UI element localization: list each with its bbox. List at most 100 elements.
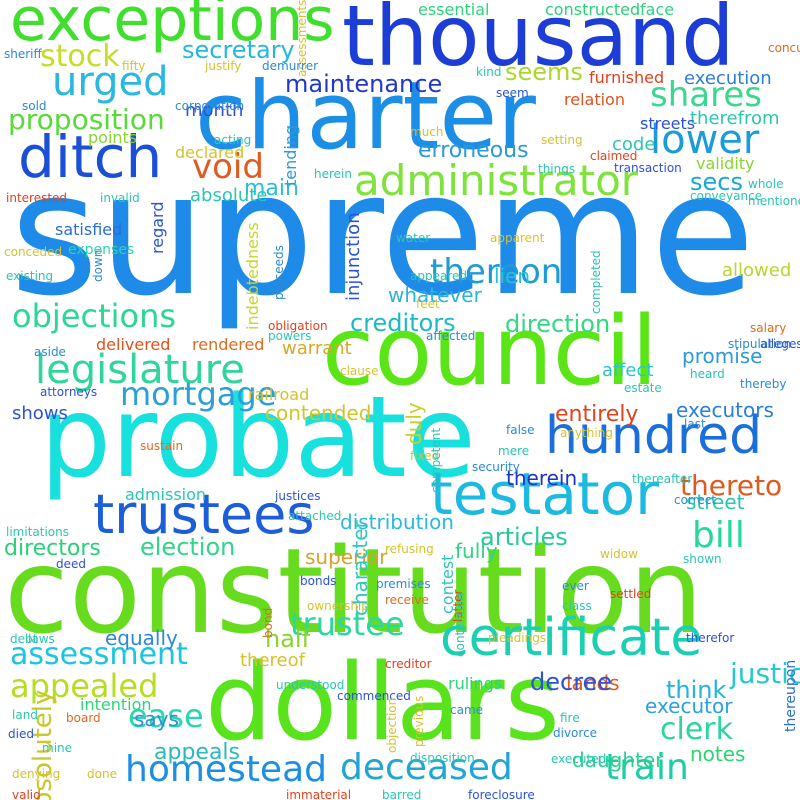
cloud-word: assessment (10, 637, 188, 672)
cloud-word: executors (676, 398, 774, 422)
cloud-word: seem (496, 86, 529, 100)
cloud-word: directors (4, 536, 101, 561)
cloud-word: alleges (760, 337, 800, 351)
cloud-word: election (140, 533, 236, 561)
cloud-word: promise (682, 344, 763, 368)
cloud-word: justice (730, 657, 800, 690)
cloud-word: died (8, 727, 34, 741)
cloud-word: points (88, 128, 138, 147)
cloud-word: anything (560, 426, 613, 440)
cloud-word: apparent (490, 231, 545, 245)
cloud-word: thereby (740, 377, 787, 391)
cloud-word: land (12, 708, 38, 722)
cloud-word: trustee (290, 605, 405, 643)
cloud-word: attached (288, 509, 342, 523)
cloud-word: mentioned (748, 194, 800, 208)
cloud-word: certificate (440, 608, 703, 668)
cloud-word: refusing (385, 542, 434, 556)
cloud-word: administrator (354, 156, 639, 205)
cloud-word: equally (105, 626, 178, 650)
cloud-word: allowed (722, 260, 792, 281)
cloud-word: obligation (268, 319, 328, 333)
cloud-word: mine (42, 741, 73, 755)
cloud-word: thereto (680, 469, 783, 502)
cloud-word: feet (416, 297, 440, 311)
cloud-word: mortgage (120, 375, 277, 413)
cloud-word: declared (175, 143, 245, 162)
cloud-word: limitations (6, 525, 69, 539)
cloud-word: setting (541, 133, 583, 147)
cloud-word: attorneys (40, 385, 98, 399)
cloud-word: injunction (343, 212, 364, 301)
cloud-word: deceased (340, 747, 513, 788)
cloud-word: thereof (240, 650, 305, 671)
cloud-word: bond (261, 608, 275, 639)
cloud-word: lower (650, 117, 760, 163)
cloud-word: false (506, 423, 535, 437)
cloud-word: lands (566, 671, 620, 695)
cloud-word: maintenance (285, 70, 443, 98)
cloud-word: sheriff (4, 47, 42, 61)
cloud-word: whatever (388, 283, 482, 307)
cloud-word: entirely (555, 402, 639, 427)
cloud-word: correct (674, 493, 717, 507)
cloud-word: seems (505, 58, 583, 86)
cloud-word: understood (276, 678, 345, 692)
cloud-word: proposition (8, 103, 165, 136)
cloud-word: charter (195, 62, 536, 171)
cloud-word: proceeds (272, 245, 286, 300)
cloud-word: clause (340, 364, 379, 378)
cloud-word: whole (748, 177, 784, 191)
cloud-word: constitution (4, 522, 704, 660)
cloud-word: absolute (190, 185, 268, 206)
cloud-word: premises (376, 577, 431, 591)
cloud-word: admission (125, 485, 207, 504)
cloud-word: concurred (768, 41, 800, 55)
cloud-word: fixed (410, 449, 440, 463)
cloud-word: urged (52, 59, 169, 105)
cloud-word: furnished (589, 68, 665, 87)
cloud-word: previous (412, 696, 426, 748)
cloud-word: foreclosure (468, 788, 535, 800)
cloud-word: code (612, 134, 656, 155)
cloud-word: ownership (307, 599, 369, 613)
cloud-word: objections (12, 297, 177, 335)
cloud-word: half (265, 625, 311, 653)
cloud-word: train (605, 747, 689, 788)
cloud-word: last (684, 417, 706, 431)
cloud-word: warrant (282, 338, 352, 359)
cloud-word: settled (610, 587, 652, 601)
cloud-word: homestead (125, 749, 327, 790)
cloud-word: contended (265, 401, 372, 425)
cloud-word: dollars (205, 641, 560, 764)
cloud-word: erroneous (418, 138, 529, 163)
cloud-word: thereafter (632, 472, 693, 486)
cloud-word: much (410, 125, 444, 139)
cloud-word: receive (385, 593, 429, 607)
cloud-word: sustain (140, 439, 184, 453)
cloud-word: supreme (10, 136, 756, 334)
cloud-word: delivered (96, 335, 171, 354)
cloud-word: street (686, 490, 745, 514)
cloud-word: duly (402, 402, 426, 445)
cloud-word: pleadings (488, 631, 547, 645)
cloud-word: class (562, 599, 592, 613)
cloud-word: indebtedness (243, 222, 262, 330)
cloud-word: thousand (342, 0, 735, 85)
cloud-word: streets (640, 114, 696, 133)
cloud-word: execution (684, 68, 772, 89)
cloud-word: objection (385, 698, 399, 754)
cloud-word: fully (455, 539, 498, 563)
cloud-word: decree (530, 668, 613, 696)
cloud-word: expenses (68, 242, 135, 258)
cloud-word: disposition (410, 751, 475, 765)
cloud-word: ditch (18, 123, 163, 191)
cloud-word: ever (562, 579, 589, 593)
cloud-word: debt (10, 632, 38, 646)
cloud-word: legislature (35, 347, 245, 393)
cloud-word: justices (275, 489, 321, 503)
cloud-word: testator (430, 460, 659, 528)
cloud-word: validity (696, 154, 755, 173)
cloud-word: void (192, 147, 264, 187)
cloud-word: rendered (192, 335, 265, 354)
